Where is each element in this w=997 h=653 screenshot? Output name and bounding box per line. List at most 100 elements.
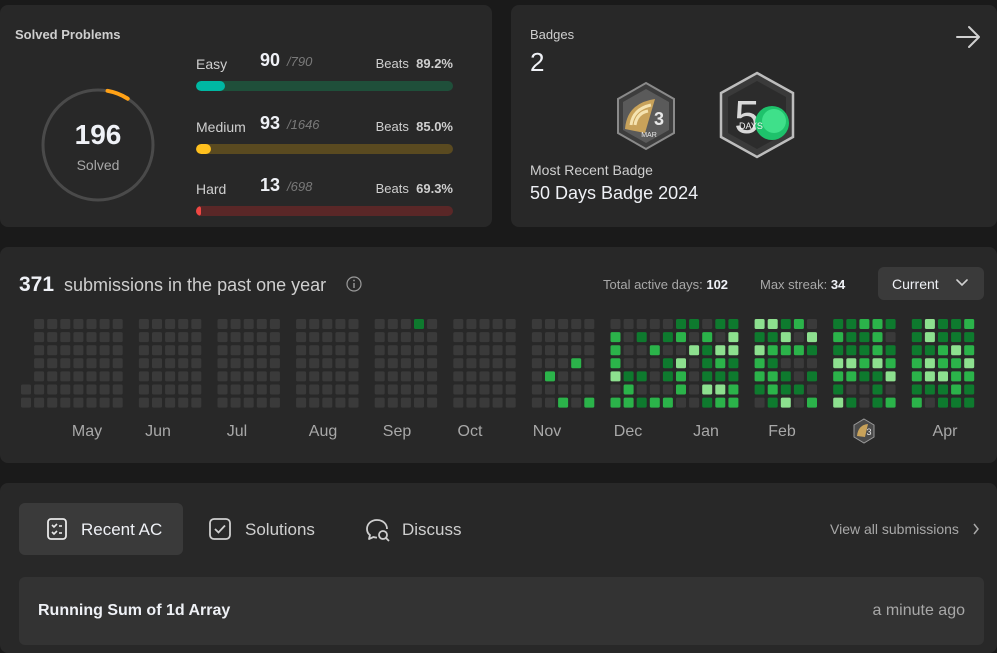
heatmap-cell[interactable]: [846, 319, 857, 329]
heatmap-cell[interactable]: [689, 358, 700, 369]
heatmap-cell[interactable]: [400, 319, 411, 329]
heatmap-cell[interactable]: [689, 384, 700, 395]
heatmap-cell[interactable]: [584, 397, 595, 408]
heatmap-cell[interactable]: [138, 371, 149, 382]
heatmap-cell[interactable]: [34, 371, 45, 382]
heatmap-cell[interactable]: [309, 345, 320, 356]
view-all-submissions-link[interactable]: View all submissions: [830, 521, 959, 537]
heatmap-cell[interactable]: [374, 397, 385, 408]
heatmap-cell[interactable]: [833, 319, 844, 329]
heatmap-cell[interactable]: [466, 397, 477, 408]
heatmap-cell[interactable]: [545, 332, 555, 343]
heatmap-cell[interactable]: [833, 358, 844, 369]
heatmap-cell[interactable]: [924, 371, 935, 382]
heatmap-cell[interactable]: [73, 345, 84, 356]
heatmap-cell[interactable]: [230, 384, 241, 395]
heatmap-cell[interactable]: [649, 319, 660, 329]
heatmap-cell[interactable]: [296, 332, 307, 343]
heatmap-cell[interactable]: [165, 332, 176, 343]
heatmap-cell[interactable]: [623, 384, 634, 395]
heatmap-cell[interactable]: [964, 358, 975, 369]
heatmap-cell[interactable]: [938, 397, 948, 408]
heatmap-cell[interactable]: [531, 397, 542, 408]
heatmap-cell[interactable]: [152, 319, 162, 329]
heatmap-cell[interactable]: [715, 345, 726, 356]
heatmap-cell[interactable]: [689, 371, 700, 382]
heatmap-cell[interactable]: [610, 332, 621, 343]
heatmap-cell[interactable]: [885, 345, 896, 356]
heatmap-cell[interactable]: [833, 397, 844, 408]
heatmap-cell[interactable]: [112, 345, 123, 356]
march-badge-icon[interactable]: 3 MAR: [615, 81, 677, 151]
heatmap-cell[interactable]: [807, 358, 817, 369]
heatmap-cell[interactable]: [243, 384, 254, 395]
heatmap-cell[interactable]: [702, 358, 713, 369]
heatmap-cell[interactable]: [951, 384, 962, 395]
heatmap-cell[interactable]: [623, 319, 634, 329]
heatmap-cell[interactable]: [911, 371, 922, 382]
heatmap-cell[interactable]: [780, 345, 791, 356]
heatmap-cell[interactable]: [191, 358, 202, 369]
heatmap-cell[interactable]: [911, 332, 922, 343]
heatmap-cell[interactable]: [584, 332, 595, 343]
heatmap-cell[interactable]: [152, 345, 162, 356]
heatmap-cell[interactable]: [951, 319, 962, 329]
heatmap-cell[interactable]: [715, 397, 726, 408]
heatmap-cell[interactable]: [649, 332, 660, 343]
heatmap-cell[interactable]: [964, 345, 975, 356]
heatmap-cell[interactable]: [964, 384, 975, 395]
heatmap-cell[interactable]: [780, 332, 791, 343]
heatmap-cell[interactable]: [21, 384, 31, 395]
heatmap-cell[interactable]: [427, 371, 438, 382]
heatmap-cell[interactable]: [584, 384, 595, 395]
heatmap-cell[interactable]: [728, 397, 739, 408]
heatmap-cell[interactable]: [414, 384, 424, 395]
heatmap-cell[interactable]: [545, 319, 555, 329]
heatmap-cell[interactable]: [885, 319, 896, 329]
heatmap-cell[interactable]: [571, 397, 582, 408]
heatmap-cell[interactable]: [846, 345, 857, 356]
heatmap-cell[interactable]: [309, 371, 320, 382]
heatmap-cell[interactable]: [715, 384, 726, 395]
heatmap-cell[interactable]: [243, 345, 254, 356]
heatmap-cell[interactable]: [374, 332, 385, 343]
heatmap-cell[interactable]: [505, 319, 516, 329]
heatmap-cell[interactable]: [322, 358, 333, 369]
heatmap-cell[interactable]: [322, 319, 333, 329]
heatmap-cell[interactable]: [793, 397, 804, 408]
heatmap-cell[interactable]: [531, 371, 542, 382]
heatmap-cell[interactable]: [492, 358, 503, 369]
heatmap-cell[interactable]: [689, 319, 700, 329]
heatmap-cell[interactable]: [807, 319, 817, 329]
heatmap-cell[interactable]: [728, 384, 739, 395]
heatmap-cell[interactable]: [86, 384, 97, 395]
heatmap-cell[interactable]: [636, 397, 647, 408]
heatmap-cell[interactable]: [466, 384, 477, 395]
heatmap-cell[interactable]: [178, 397, 189, 408]
heatmap-cell[interactable]: [335, 345, 346, 356]
heatmap-cell[interactable]: [479, 332, 490, 343]
heatmap-cell[interactable]: [112, 371, 123, 382]
heatmap-cell[interactable]: [152, 384, 162, 395]
heatmap-cell[interactable]: [636, 319, 647, 329]
heatmap-cell[interactable]: [911, 358, 922, 369]
heatmap-cell[interactable]: [702, 397, 713, 408]
heatmap-cell[interactable]: [256, 371, 267, 382]
heatmap-cell[interactable]: [217, 358, 228, 369]
heatmap-cell[interactable]: [754, 371, 765, 382]
heatmap-cell[interactable]: [335, 371, 346, 382]
heatmap-cell[interactable]: [924, 332, 935, 343]
heatmap-cell[interactable]: [178, 332, 189, 343]
tab-discuss[interactable]: Discuss: [365, 503, 475, 555]
heatmap-cell[interactable]: [73, 332, 84, 343]
heatmap-cell[interactable]: [584, 345, 595, 356]
heatmap-cell[interactable]: [453, 345, 464, 356]
heatmap-cell[interactable]: [833, 345, 844, 356]
heatmap-cell[interactable]: [846, 384, 857, 395]
heatmap-cell[interactable]: [414, 332, 424, 343]
heatmap-cell[interactable]: [505, 358, 516, 369]
heatmap-cell[interactable]: [217, 345, 228, 356]
heatmap-cell[interactable]: [191, 332, 202, 343]
heatmap-cell[interactable]: [846, 397, 857, 408]
heatmap-cell[interactable]: [34, 397, 45, 408]
